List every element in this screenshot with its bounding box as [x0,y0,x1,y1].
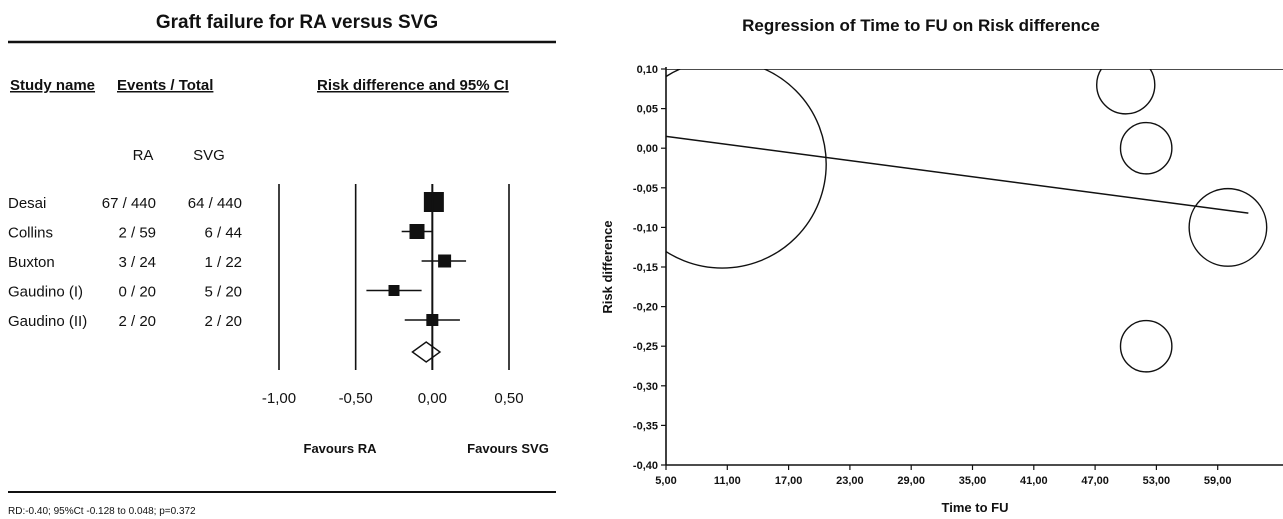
study-name: Desai [8,195,46,212]
ra-events: 0 / 20 [118,284,156,301]
y-tick-label: -0,40 [633,460,658,472]
study-bubble [666,69,827,269]
regression-xlabel: Time to FU [942,500,1009,515]
forest-plot-panel: Graft failure for RA versus SVG Study na… [8,12,556,517]
study-effect-square [438,254,452,268]
group-label-svg: SVG [193,147,225,164]
forest-axis: -1,00 -0,50 0,00 0,50 [262,184,524,407]
x-tick-label: 11,00 [714,475,741,487]
x-tick-label: 47,00 [1081,475,1109,487]
ra-events: 67 / 440 [102,195,156,212]
study-effect-square [409,224,425,239]
y-tick-label: -0,05 [633,183,658,195]
svg-events: 6 / 44 [204,225,242,242]
y-tick-label: -0,20 [633,302,658,314]
y-tick-label: 0,10 [637,64,658,76]
group-label-ra: RA [133,147,154,164]
forest-marks [366,192,467,363]
header-risk-difference: Risk difference and 95% CI [317,77,509,94]
svg-events: 1 / 22 [204,254,242,271]
y-tick-label: -0,15 [633,262,658,274]
regression-title: Regression of Time to FU on Risk differe… [742,16,1100,35]
header-study-name: Study name [10,77,95,94]
header-events-total: Events / Total [117,77,213,94]
x-tick-label: 41,00 [1020,475,1048,487]
study-effect-square [388,285,400,296]
regression-ylabel: Risk difference [600,220,615,313]
forest-title: Graft failure for RA versus SVG [156,12,438,33]
pooled-diamond [411,341,442,363]
regression-panel: Regression of Time to FU on Risk differe… [600,16,1283,515]
study-bubble [1119,121,1173,175]
regression-marks [666,69,1283,373]
study-name: Gaudino (I) [8,284,83,301]
y-tick-label: -0,25 [633,341,658,353]
footnote: RD:-0.40; 95%Ct -0.128 to 0.048; p=0.372 [8,506,196,517]
study-rows: Desai 67 / 440 64 / 440 Collins 2 / 59 6 / 44… [8,195,242,330]
svg-events: 5 / 20 [204,284,242,301]
favours-right-label: Favours SVG [467,441,549,456]
study-effect-square [423,192,444,212]
svg-events: 64 / 440 [188,195,242,212]
x-tick-label: -1,00 [262,390,296,407]
study-name: Buxton [8,254,55,271]
study-bubble [1096,69,1156,115]
svg-events: 2 / 20 [204,313,242,330]
regression-line [666,135,1249,214]
x-tick-label: 0,00 [418,390,447,407]
study-bubble [1119,319,1173,373]
ra-events: 3 / 24 [118,254,156,271]
regression-axes: 0,10 0,05 0,00 -0,05 -0,10 -0,15 -0,20 -0,25 -0,… [633,64,1283,487]
ra-events: 2 / 59 [118,225,156,242]
x-tick-label: 5,00 [655,475,676,487]
x-tick-label: 59,00 [1204,475,1232,487]
y-tick-label: 0,00 [637,143,658,155]
ra-events: 2 / 20 [118,313,156,330]
x-tick-label: 29,00 [897,475,925,487]
y-tick-label: -0,30 [633,381,658,393]
x-tick-label: 35,00 [959,475,987,487]
study-name: Collins [8,225,53,242]
x-tick-label: 0,50 [494,390,523,407]
y-tick-label: -0,35 [633,420,658,432]
favours-left-label: Favours RA [304,441,378,456]
study-bubble [1188,187,1268,267]
y-tick-label: 0,05 [637,104,658,116]
x-tick-label: 23,00 [836,475,864,487]
x-tick-label: 53,00 [1143,475,1171,487]
y-tick-label: -0,10 [633,222,658,234]
study-name: Gaudino (II) [8,313,87,330]
x-tick-label: 17,00 [775,475,803,487]
x-tick-label: -0,50 [339,390,373,407]
